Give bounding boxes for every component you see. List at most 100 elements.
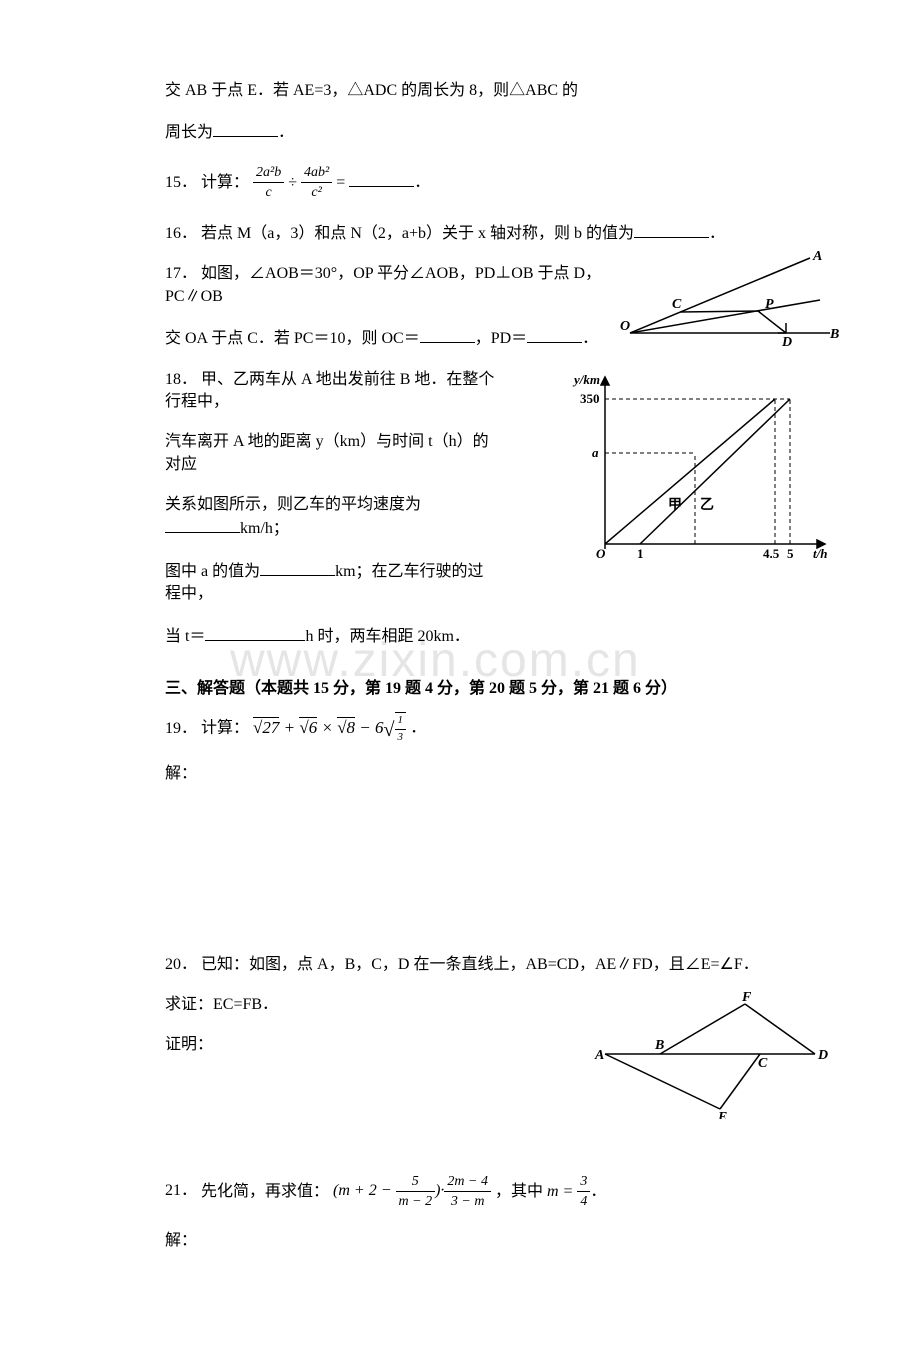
q21-solve: 解：: [165, 1230, 820, 1252]
blank: [634, 221, 709, 238]
xtick-45: 4.5: [763, 546, 780, 561]
xlabel: t/h: [813, 546, 827, 561]
q18-line5: 当 t＝ h 时，两车相距 20km．: [165, 624, 495, 648]
frac-num: 2a²b: [253, 163, 284, 184]
q20-diagram: A B C D E F: [590, 989, 830, 1119]
q18-line4: 图中 a 的值为km；在乙车行驶的过程中，: [165, 559, 495, 606]
label-B: B: [654, 1038, 664, 1053]
frac-den: c²: [301, 183, 332, 203]
q15-frac2: 4ab²c²: [301, 163, 332, 203]
question-14-continuation: 交 AB 于点 E．若 AE=3，△ADC 的周长为 8，则△ABC 的 周长为…: [165, 80, 820, 145]
series-yi: 乙: [700, 497, 714, 513]
ytick-350: 350: [580, 391, 600, 406]
q15-eq: =: [336, 174, 345, 191]
q21-frac3: 34: [577, 1172, 590, 1212]
q16-after: ．: [709, 225, 725, 242]
q17-num: 17．: [165, 263, 197, 285]
q19-solve: 解：: [165, 763, 820, 785]
xtick-5: 5: [787, 546, 794, 561]
q18-l5s: h 时，两车相距 20km．: [305, 628, 469, 645]
q16-num: 16．: [165, 223, 197, 245]
q19-num: 19．: [165, 718, 197, 740]
q15-prefix: 计算：: [201, 174, 249, 191]
q18-l3p: 关系如图所示，则乙车的平均速度为: [165, 496, 421, 513]
q19-prefix: 计算：: [201, 720, 249, 737]
q17-line1: 如图，∠AOB＝30°，OP 平分∠AOB，PD⊥OB 于点 D，PC∥OB: [165, 265, 601, 304]
frac-num: 5: [396, 1172, 436, 1193]
label-O: O: [620, 319, 630, 334]
question-18: 18． 甲、乙两车从 A 地出发前往 B 地．在整个行程中， 汽车离开 A 地的…: [165, 369, 820, 649]
question-20: 20． 已知：如图，点 A，B，C，D 在一条直线上，AB=CD，AE∥FD，且…: [165, 954, 820, 1104]
q17-line2: 交 OA 于点 C．若 PC＝10，则 OC＝ ，PD＝ ．: [165, 326, 625, 350]
xtick-O: O: [596, 546, 606, 561]
q21-num: 21．: [165, 1180, 197, 1202]
blank: [205, 624, 305, 641]
q18-l4p: 图中 a 的值为: [165, 563, 260, 580]
q15-num: 15．: [165, 172, 197, 194]
q14-suffix: ．: [278, 124, 294, 141]
frac-num: 1: [395, 713, 407, 729]
question-17: 17． 如图，∠AOB＝30°，OP 平分∠AOB，PD⊥OB 于点 D，PC∥…: [165, 263, 820, 350]
label-B: B: [829, 327, 839, 342]
section-3-title: 三、解答题（本题共 15 分，第 19 题 4 分，第 20 题 5 分，第 2…: [165, 678, 820, 700]
frac-den: 3 − m: [444, 1192, 491, 1212]
frac-num: 3: [577, 1172, 590, 1193]
q14-line1: 交 AB 于点 E．若 AE=3，△ADC 的周长为 8，则△ABC 的: [165, 80, 820, 102]
q21-where: ，其中: [495, 1182, 543, 1199]
label-A: A: [594, 1048, 604, 1063]
frac-den: 4: [577, 1192, 590, 1212]
question-16: 16． 若点 M（a，3）和点 N（2，a+b）关于 x 轴对称，则 b 的值为…: [165, 221, 820, 245]
q20-line1: 已知：如图，点 A，B，C，D 在一条直线上，AB=CD，AE∥FD，且∠E=∠…: [201, 956, 759, 973]
q21-suffix: ．: [590, 1182, 606, 1199]
q18-l3s: km/h；: [240, 520, 289, 537]
q18-num: 18．: [165, 369, 197, 391]
q18-chart: y/km 350 a O 1 4.5 5 t/h 甲 乙: [560, 369, 840, 564]
q21-expr: (m + 2 − 5m − 2)·2m − 43 − m: [333, 1182, 495, 1199]
q18-line3: 关系如图所示，则乙车的平均速度为 km/h；: [165, 494, 495, 541]
q17-suffix: ．: [582, 330, 598, 347]
q16-text: 若点 M（a，3）和点 N（2，a+b）关于 x 轴对称，则 b 的值为: [201, 225, 634, 242]
label-D: D: [781, 335, 792, 348]
ytick-a: a: [592, 445, 599, 460]
q18-l5p: 当 t＝: [165, 628, 205, 645]
ylabel: y/km: [572, 372, 600, 387]
label-C: C: [758, 1056, 768, 1071]
blank: [165, 516, 240, 533]
q17-diagram: O A B C P D: [610, 248, 840, 348]
label-P: P: [765, 297, 774, 312]
q17-mid: ，PD＝: [475, 330, 527, 347]
q21-m-eq: m =: [547, 1182, 577, 1199]
blank: [213, 120, 278, 137]
label-F: F: [741, 990, 752, 1005]
q15-op1: ÷: [288, 174, 297, 191]
frac-num: 4ab²: [301, 163, 332, 184]
q15-suffix: ．: [414, 174, 430, 191]
spacer: [165, 1122, 820, 1172]
question-19: 19． 计算： √27 + √6 × √8 − 6√13 ． 解：: [165, 712, 820, 785]
q18-line1: 甲、乙两车从 A 地出发前往 B 地．在整个行程中，: [165, 371, 494, 410]
xtick-1: 1: [637, 546, 644, 561]
label-E: E: [717, 1110, 727, 1119]
q17-text: 17． 如图，∠AOB＝30°，OP 平分∠AOB，PD⊥OB 于点 D，PC∥…: [165, 263, 625, 350]
spacer: [165, 804, 820, 954]
q18-line2: 汽车离开 A 地的距离 y（km）与时间 t（h）的对应: [165, 431, 495, 476]
question-21: 21． 先化简，再求值： (m + 2 − 5m − 2)·2m − 43 − …: [165, 1172, 820, 1253]
question-15: 15． 计算： 2a²bc ÷ 4ab²c² = ．: [165, 163, 820, 203]
blank: [260, 559, 335, 576]
frac-den: 3: [395, 730, 407, 745]
frac-num: 2m − 4: [444, 1172, 491, 1193]
frac-den: m − 2: [396, 1192, 436, 1212]
q14-prefix: 周长为: [165, 124, 213, 141]
q19-expr: √27 + √6 × √8 − 6√13: [253, 718, 410, 737]
label-C: C: [672, 297, 682, 312]
label-A: A: [812, 249, 822, 264]
q21-prefix: 先化简，再求值：: [201, 1182, 329, 1199]
q14-line2: 周长为 ．: [165, 120, 820, 144]
blank: [420, 326, 475, 343]
q20-num: 20．: [165, 954, 197, 976]
q17-prefix: 交 OA 于点 C．若 PC＝10，则 OC＝: [165, 330, 420, 347]
q18-text: 18． 甲、乙两车从 A 地出发前往 B 地．在整个行程中， 汽车离开 A 地的…: [165, 369, 495, 649]
q15-frac1: 2a²bc: [253, 163, 284, 203]
label-D: D: [817, 1048, 828, 1063]
frac-den: c: [253, 183, 284, 203]
